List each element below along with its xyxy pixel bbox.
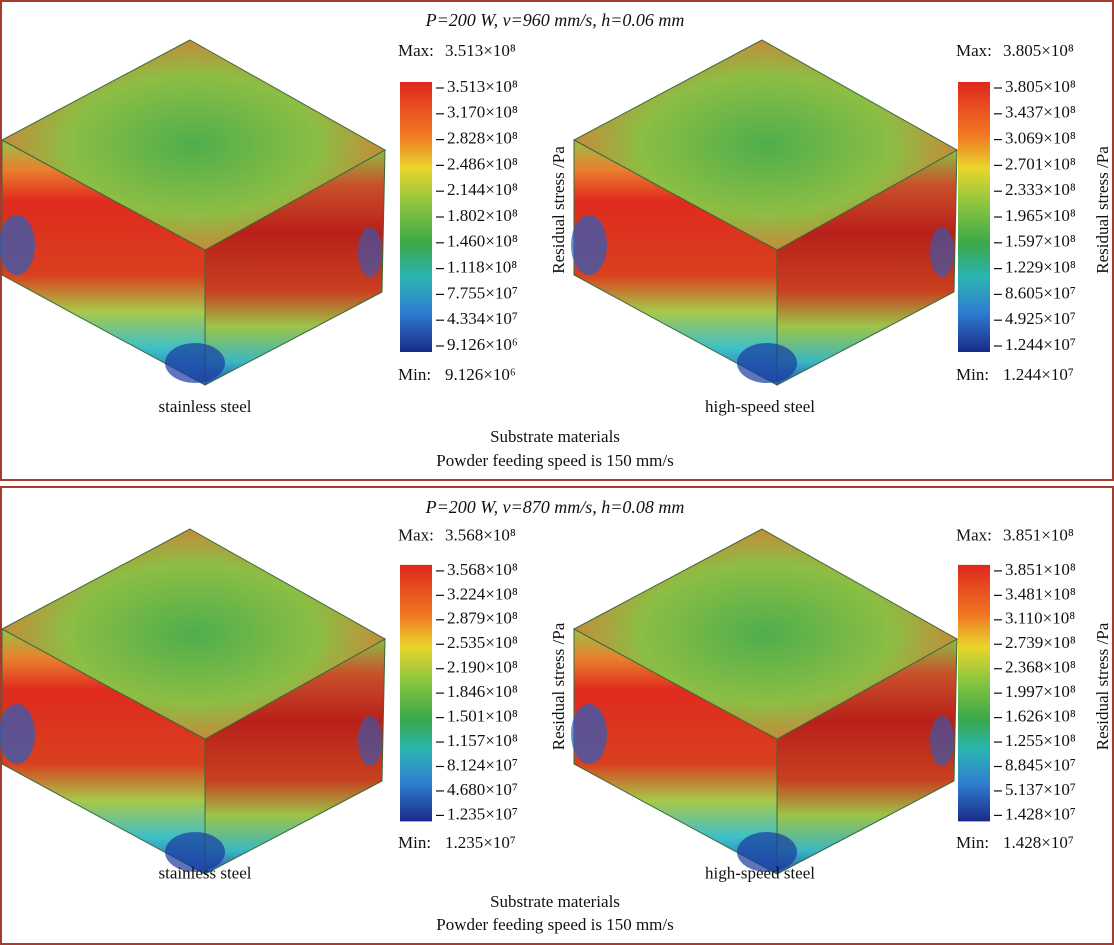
min-label: Min: — [398, 833, 431, 852]
colorbar-tick-label: 8.124×10⁷ — [447, 755, 518, 774]
colorbar-tick-label: 4.680×10⁷ — [447, 780, 518, 799]
cube-corner-blue — [930, 716, 954, 766]
colorbar-tick-label: 3.513×10⁸ — [447, 77, 518, 96]
min-label: Min: — [956, 833, 989, 852]
colorbar-tick-label: 3.224×10⁸ — [447, 584, 518, 603]
material-label: stainless steel — [158, 397, 251, 416]
colorbar-tick-label: 7.755×10⁷ — [447, 283, 518, 302]
colorbar-tick-label: 1.802×10⁸ — [447, 206, 518, 225]
colorbar-tick-label: 1.428×10⁷ — [1005, 804, 1076, 823]
colorbar-tick-label: 1.597×10⁸ — [1005, 232, 1076, 251]
colorbar-tick-label: 8.845×10⁷ — [1005, 755, 1076, 774]
colorbar-tick-label: 1.626×10⁸ — [1005, 707, 1076, 726]
colorbar-tick-label: 4.925×10⁷ — [1005, 309, 1076, 328]
colorbar-tick-label: 3.170×10⁸ — [447, 103, 518, 122]
colorbar-tick-label: 2.144×10⁸ — [447, 180, 518, 199]
material-label: high-speed steel — [705, 397, 815, 416]
colorbar-tick-label: 3.481×10⁸ — [1005, 584, 1076, 603]
cube-corner-blue — [0, 215, 35, 275]
min-value: 1.428×10⁷ — [1003, 833, 1074, 852]
colorbar-tick-label: 3.437×10⁸ — [1005, 103, 1076, 122]
colorbar-tick-label: 5.137×10⁷ — [1005, 780, 1076, 799]
min-label: Min: — [956, 365, 989, 384]
cube-corner-blue — [0, 704, 35, 764]
colorbar — [400, 82, 432, 352]
colorbar-tick-label: 1.846×10⁸ — [447, 682, 518, 701]
colorbar-tick-label: 2.535×10⁸ — [447, 633, 518, 652]
colorbar-tick-label: 1.244×10⁷ — [1005, 335, 1076, 354]
max-value: 3.851×10⁸ — [1003, 525, 1074, 544]
colorbar-tick-label: 2.739×10⁸ — [1005, 633, 1076, 652]
colorbar-tick-label: 9.126×10⁶ — [447, 335, 518, 354]
colorbar-tick-label: 3.568×10⁸ — [447, 560, 518, 579]
panel-note: Powder feeding speed is 150 mm/s — [436, 915, 674, 934]
colorbar-axis-label: Residual stress /Pa — [549, 622, 568, 750]
cube-corner-blue — [930, 227, 954, 277]
colorbar-tick-label: 2.701×10⁸ — [1005, 154, 1076, 173]
cube-corner-blue — [737, 343, 797, 383]
cube-corner-blue — [358, 716, 382, 766]
max-label: Max: — [956, 525, 992, 544]
cube-corner-blue — [571, 704, 607, 764]
colorbar-tick-label: 3.805×10⁸ — [1005, 77, 1076, 96]
cube-corner-blue — [165, 343, 225, 383]
min-value: 1.235×10⁷ — [445, 833, 516, 852]
colorbar-tick-label: 3.851×10⁸ — [1005, 560, 1076, 579]
cube-corner-blue — [358, 227, 382, 277]
colorbar-tick-label: 8.605×10⁷ — [1005, 283, 1076, 302]
colorbar-tick-label: 4.334×10⁷ — [447, 309, 518, 328]
panel-title: P=200 W, v=870 mm/s, h=0.08 mm — [425, 497, 685, 517]
panel-note: Powder feeding speed is 150 mm/s — [436, 451, 674, 470]
colorbar-tick-label: 2.828×10⁸ — [447, 129, 518, 148]
x-axis-label: Substrate materials — [490, 427, 620, 446]
min-value: 9.126×10⁶ — [445, 365, 516, 384]
colorbar-tick-label: 1.965×10⁸ — [1005, 206, 1076, 225]
colorbar-tick-label: 3.110×10⁸ — [1005, 609, 1075, 628]
colorbar-tick-label: 1.255×10⁸ — [1005, 731, 1076, 750]
colorbar-tick-label: 2.333×10⁸ — [1005, 180, 1076, 199]
figure: P=200 W, v=960 mm/s, h=0.06 mm Max: 3.513×… — [0, 0, 1114, 945]
colorbar-tick-label: 1.235×10⁷ — [447, 804, 518, 823]
colorbar-tick-label: 2.486×10⁸ — [447, 154, 518, 173]
max-value: 3.568×10⁸ — [445, 525, 516, 544]
colorbar-tick-label: 2.879×10⁸ — [447, 609, 518, 628]
colorbar-tick-label: 1.997×10⁸ — [1005, 682, 1076, 701]
colorbar-axis-label: Residual stress /Pa — [1093, 146, 1112, 274]
max-label: Max: — [398, 41, 434, 60]
material-label: high-speed steel — [705, 864, 815, 883]
colorbar — [958, 565, 990, 822]
cube-corner-blue — [571, 215, 607, 275]
colorbar — [958, 82, 990, 352]
x-axis-label: Substrate materials — [490, 892, 620, 911]
max-label: Max: — [398, 525, 434, 544]
colorbar-axis-label: Residual stress /Pa — [1093, 622, 1112, 750]
colorbar — [400, 565, 432, 822]
material-label: stainless steel — [158, 864, 251, 883]
colorbar-tick-label: 1.501×10⁸ — [447, 707, 518, 726]
max-value: 3.805×10⁸ — [1003, 41, 1074, 60]
colorbar-axis-label: Residual stress /Pa — [549, 146, 568, 274]
colorbar-tick-label: 1.118×10⁸ — [447, 258, 517, 277]
colorbar-tick-label: 1.460×10⁸ — [447, 232, 518, 251]
colorbar-tick-label: 2.190×10⁸ — [447, 658, 518, 677]
colorbar-tick-label: 3.069×10⁸ — [1005, 129, 1076, 148]
min-label: Min: — [398, 365, 431, 384]
max-value: 3.513×10⁸ — [445, 41, 516, 60]
max-label: Max: — [956, 41, 992, 60]
panel-title: P=200 W, v=960 mm/s, h=0.06 mm — [425, 10, 685, 30]
min-value: 1.244×10⁷ — [1003, 365, 1074, 384]
colorbar-tick-label: 1.229×10⁸ — [1005, 258, 1076, 277]
colorbar-tick-label: 2.368×10⁸ — [1005, 658, 1076, 677]
colorbar-tick-label: 1.157×10⁸ — [447, 731, 518, 750]
